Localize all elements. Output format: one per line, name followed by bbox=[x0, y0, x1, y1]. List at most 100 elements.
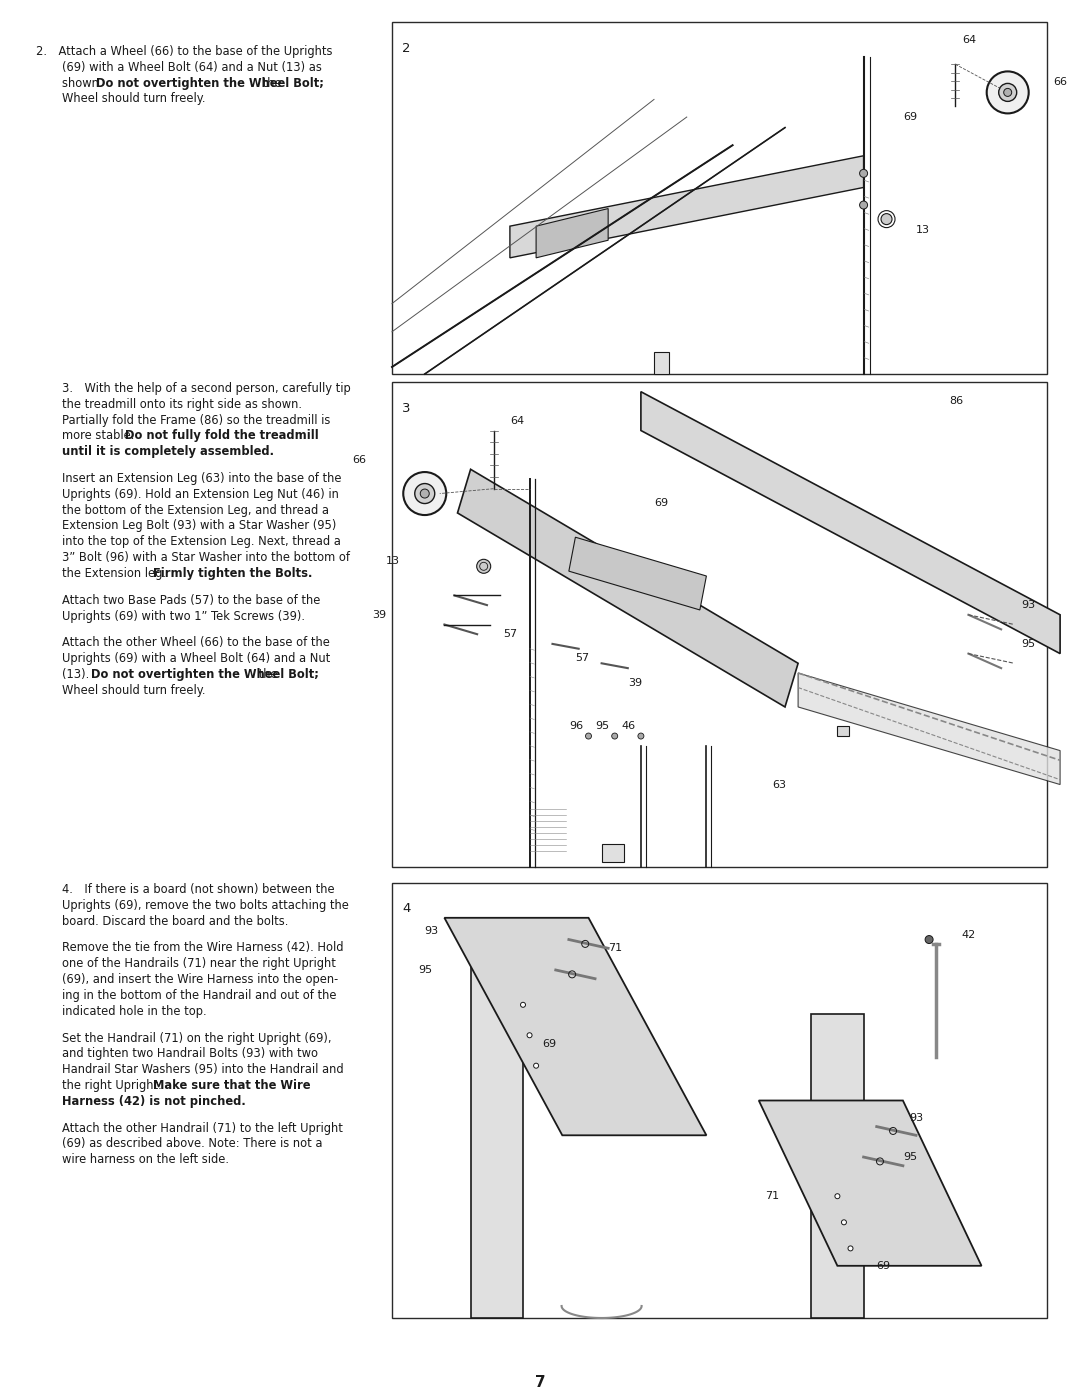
Text: the: the bbox=[259, 77, 282, 89]
Text: 69: 69 bbox=[877, 1261, 891, 1271]
Text: 71: 71 bbox=[608, 943, 622, 953]
Text: and tighten two Handrail Bolts (93) with two: and tighten two Handrail Bolts (93) with… bbox=[62, 1048, 318, 1060]
Text: 93: 93 bbox=[424, 926, 438, 936]
Circle shape bbox=[585, 733, 592, 739]
Text: into the top of the Extension Leg. Next, thread a: into the top of the Extension Leg. Next,… bbox=[62, 535, 341, 548]
Polygon shape bbox=[759, 1101, 982, 1266]
Text: 93: 93 bbox=[1021, 601, 1035, 610]
Circle shape bbox=[848, 1246, 853, 1250]
Circle shape bbox=[476, 559, 490, 573]
Text: the Extension leg.: the Extension leg. bbox=[62, 567, 170, 580]
Text: shown.: shown. bbox=[62, 77, 106, 89]
Text: the bottom of the Extension Leg, and thread a: the bottom of the Extension Leg, and thr… bbox=[62, 504, 329, 517]
Bar bbox=[602, 844, 623, 862]
Text: 4. If there is a board (not shown) between the: 4. If there is a board (not shown) betwe… bbox=[62, 883, 335, 895]
Circle shape bbox=[881, 214, 892, 225]
Text: 42: 42 bbox=[962, 930, 976, 940]
Text: board. Discard the board and the bolts.: board. Discard the board and the bolts. bbox=[62, 915, 288, 928]
Text: (69), and insert the Wire Harness into the open-: (69), and insert the Wire Harness into t… bbox=[62, 974, 338, 986]
Bar bbox=[837, 726, 849, 736]
Circle shape bbox=[860, 201, 867, 210]
Text: 95: 95 bbox=[595, 721, 609, 732]
Text: 13: 13 bbox=[386, 556, 400, 566]
Text: 66: 66 bbox=[1054, 77, 1067, 87]
Text: one of the Handrails (71) near the right Upright: one of the Handrails (71) near the right… bbox=[62, 957, 336, 971]
Text: 57: 57 bbox=[503, 629, 517, 640]
Circle shape bbox=[926, 936, 933, 943]
Text: 96: 96 bbox=[569, 721, 583, 732]
Text: 95: 95 bbox=[1021, 638, 1035, 648]
Circle shape bbox=[415, 483, 435, 503]
Text: Set the Handrail (71) on the right Upright (69),: Set the Handrail (71) on the right Uprig… bbox=[62, 1031, 332, 1045]
Text: indicated hole in the top.: indicated hole in the top. bbox=[62, 1004, 206, 1017]
Text: 3. With the help of a second person, carefully tip: 3. With the help of a second person, car… bbox=[62, 381, 351, 395]
Polygon shape bbox=[536, 208, 608, 258]
Text: 2: 2 bbox=[402, 42, 410, 54]
Text: 69: 69 bbox=[903, 112, 917, 122]
Text: 64: 64 bbox=[962, 35, 976, 45]
Text: 57: 57 bbox=[576, 654, 590, 664]
Text: Harness (42) is not pinched.: Harness (42) is not pinched. bbox=[62, 1095, 246, 1108]
Text: 69: 69 bbox=[542, 1039, 557, 1049]
Text: Firmly tighten the Bolts.: Firmly tighten the Bolts. bbox=[153, 567, 313, 580]
Text: 39: 39 bbox=[373, 610, 387, 620]
Text: Do not overtighten the Wheel Bolt;: Do not overtighten the Wheel Bolt; bbox=[96, 77, 324, 89]
Text: 2. Attach a Wheel (66) to the base of the Uprights: 2. Attach a Wheel (66) to the base of th… bbox=[36, 45, 333, 59]
Text: the treadmill onto its right side as shown.: the treadmill onto its right side as sho… bbox=[62, 398, 302, 411]
Text: Make sure that the Wire: Make sure that the Wire bbox=[153, 1078, 311, 1092]
Text: 64: 64 bbox=[510, 416, 524, 426]
Text: 95: 95 bbox=[903, 1153, 917, 1162]
Text: 71: 71 bbox=[766, 1192, 780, 1201]
Text: Do not fully fold the treadmill: Do not fully fold the treadmill bbox=[124, 429, 319, 443]
Bar bbox=[392, 22, 1047, 374]
Text: the right Upright.: the right Upright. bbox=[62, 1078, 165, 1092]
Polygon shape bbox=[471, 935, 523, 1317]
Circle shape bbox=[403, 472, 446, 515]
Text: Wheel should turn freely.: Wheel should turn freely. bbox=[62, 92, 205, 105]
Bar bbox=[392, 883, 1047, 1317]
Circle shape bbox=[860, 169, 867, 177]
Text: Extension Leg Bolt (93) with a Star Washer (95): Extension Leg Bolt (93) with a Star Wash… bbox=[62, 520, 336, 532]
Text: 95: 95 bbox=[418, 965, 432, 975]
Circle shape bbox=[527, 1032, 532, 1038]
Text: Partially fold the Frame (86) so the treadmill is: Partially fold the Frame (86) so the tre… bbox=[62, 414, 330, 426]
Polygon shape bbox=[458, 469, 798, 707]
Circle shape bbox=[420, 489, 429, 499]
Text: Attach the other Wheel (66) to the base of the: Attach the other Wheel (66) to the base … bbox=[62, 637, 329, 650]
Text: 86: 86 bbox=[948, 397, 963, 407]
Text: (13).: (13). bbox=[62, 668, 93, 680]
Polygon shape bbox=[569, 538, 706, 610]
Text: 69: 69 bbox=[654, 499, 669, 509]
Text: ing in the bottom of the Handrail and out of the: ing in the bottom of the Handrail and ou… bbox=[62, 989, 337, 1002]
Circle shape bbox=[611, 733, 618, 739]
Text: more stable.: more stable. bbox=[62, 429, 138, 443]
Text: Do not overtighten the Wheel Bolt;: Do not overtighten the Wheel Bolt; bbox=[91, 668, 319, 680]
Text: Attach two Base Pads (57) to the base of the: Attach two Base Pads (57) to the base of… bbox=[62, 594, 321, 606]
Polygon shape bbox=[640, 391, 1061, 654]
Text: Attach the other Handrail (71) to the left Upright: Attach the other Handrail (71) to the le… bbox=[62, 1122, 342, 1134]
Text: until it is completely assembled.: until it is completely assembled. bbox=[62, 446, 274, 458]
Text: Uprights (69) with two 1” Tek Screws (39).: Uprights (69) with two 1” Tek Screws (39… bbox=[62, 609, 305, 623]
Polygon shape bbox=[811, 1013, 864, 1317]
Text: 13: 13 bbox=[916, 225, 930, 235]
Text: Uprights (69). Hold an Extension Leg Nut (46) in: Uprights (69). Hold an Extension Leg Nut… bbox=[62, 488, 339, 502]
Text: 39: 39 bbox=[627, 678, 642, 687]
Circle shape bbox=[638, 733, 644, 739]
Text: 7: 7 bbox=[535, 1375, 545, 1390]
Text: 4: 4 bbox=[402, 902, 410, 915]
Text: 66: 66 bbox=[353, 454, 367, 465]
Circle shape bbox=[835, 1193, 840, 1199]
Circle shape bbox=[841, 1220, 847, 1225]
Text: 3: 3 bbox=[402, 401, 410, 415]
Text: 63: 63 bbox=[772, 780, 786, 789]
Text: Remove the tie from the Wire Harness (42). Hold: Remove the tie from the Wire Harness (42… bbox=[62, 942, 343, 954]
Polygon shape bbox=[798, 673, 1061, 785]
Text: Wheel should turn freely.: Wheel should turn freely. bbox=[62, 683, 205, 697]
Text: 46: 46 bbox=[621, 721, 635, 732]
Text: Uprights (69) with a Wheel Bolt (64) and a Nut: Uprights (69) with a Wheel Bolt (64) and… bbox=[62, 652, 330, 665]
Text: wire harness on the left side.: wire harness on the left side. bbox=[62, 1153, 229, 1166]
Bar bbox=[654, 352, 669, 374]
Circle shape bbox=[1003, 88, 1012, 96]
Circle shape bbox=[999, 84, 1016, 102]
Text: 93: 93 bbox=[909, 1113, 923, 1123]
